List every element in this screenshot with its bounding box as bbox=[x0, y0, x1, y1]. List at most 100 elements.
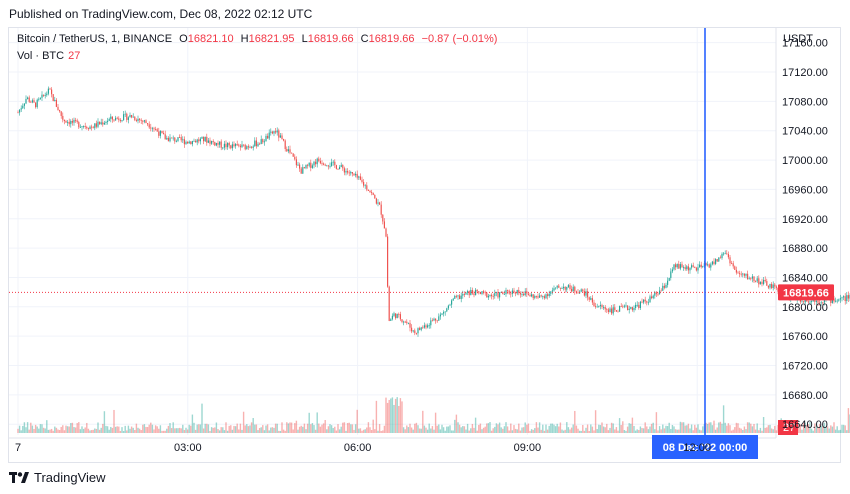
volume-bar bbox=[434, 412, 437, 433]
volume-bar bbox=[543, 430, 546, 433]
candle-body bbox=[127, 117, 129, 120]
candle-body bbox=[484, 292, 486, 294]
candle-body bbox=[510, 293, 512, 295]
volume-bar bbox=[545, 424, 547, 433]
last-volume-label: 27 bbox=[783, 422, 795, 434]
candle-body bbox=[267, 135, 269, 139]
volume-bar bbox=[284, 430, 286, 433]
candle-body bbox=[803, 301, 805, 303]
candle-body bbox=[411, 327, 413, 332]
candle-body bbox=[580, 289, 582, 292]
volume-bar bbox=[574, 410, 576, 433]
high-value: 16821.95 bbox=[248, 33, 295, 45]
volume-bar bbox=[748, 422, 750, 433]
volume-bar bbox=[455, 414, 458, 433]
volume-bar bbox=[103, 411, 106, 433]
candle-body bbox=[78, 122, 80, 128]
candle-body bbox=[292, 153, 294, 157]
candle-body bbox=[134, 116, 136, 120]
candle-body bbox=[235, 144, 237, 147]
candle-body bbox=[278, 130, 280, 138]
volume-bar bbox=[810, 428, 813, 433]
candle-body bbox=[763, 279, 765, 285]
volume-bar bbox=[68, 426, 70, 433]
volume-bar bbox=[52, 430, 54, 433]
candle-body bbox=[481, 291, 483, 294]
volume-bar bbox=[836, 426, 838, 433]
volume-bar bbox=[215, 422, 218, 433]
candle-body bbox=[374, 194, 376, 199]
volume-bar bbox=[383, 425, 386, 433]
volume-bar bbox=[510, 423, 512, 433]
volume-bar bbox=[772, 429, 774, 433]
volume-bar bbox=[265, 425, 267, 433]
candle-body bbox=[151, 128, 153, 130]
candle-body bbox=[179, 137, 181, 138]
candle-body bbox=[297, 164, 299, 166]
volume-bar bbox=[830, 425, 832, 433]
candle-body bbox=[515, 292, 517, 294]
candle-body bbox=[119, 119, 121, 122]
candle-body bbox=[635, 304, 637, 309]
volume-bar bbox=[612, 423, 614, 433]
candle-body bbox=[126, 113, 128, 120]
candle-body bbox=[387, 236, 389, 287]
footer-brand[interactable]: TradingView bbox=[9, 470, 106, 485]
candle-body bbox=[291, 152, 293, 154]
candle-body bbox=[683, 267, 685, 269]
volume-bar bbox=[263, 430, 266, 433]
volume-bar bbox=[158, 428, 160, 433]
candle-body bbox=[371, 192, 373, 193]
volume-bar bbox=[190, 425, 192, 433]
candle-body bbox=[331, 162, 333, 166]
candle-body bbox=[249, 146, 251, 148]
candle-body bbox=[823, 299, 825, 303]
candle-body bbox=[276, 130, 278, 133]
candle-body bbox=[308, 162, 310, 166]
candle-body bbox=[521, 294, 523, 295]
volume-bar bbox=[516, 429, 518, 433]
volume-bar bbox=[804, 422, 806, 433]
published-caption: Published on TradingView.com, Dec 08, 20… bbox=[9, 7, 313, 21]
volume-bar bbox=[391, 397, 394, 433]
candle-body bbox=[567, 285, 569, 287]
volume-bar bbox=[289, 422, 291, 433]
volume-bar bbox=[118, 426, 120, 433]
volume-bar bbox=[636, 429, 638, 433]
volume-bar bbox=[495, 423, 498, 433]
crosshair-time-label: 08 Dec '22 00:00 bbox=[663, 442, 748, 454]
candle-body bbox=[158, 131, 160, 136]
volume-bar bbox=[633, 425, 635, 433]
volume-bar bbox=[214, 427, 216, 433]
volume-bar bbox=[460, 427, 462, 433]
candle-body bbox=[89, 126, 91, 130]
candle-body bbox=[364, 185, 366, 187]
candle-body bbox=[566, 286, 568, 290]
candle-body bbox=[155, 128, 157, 130]
volume-bar bbox=[673, 426, 675, 433]
volume-bar bbox=[180, 428, 182, 433]
volume-bar bbox=[638, 430, 640, 433]
volume-bar bbox=[98, 429, 101, 433]
candle-body bbox=[79, 126, 81, 128]
candle-body bbox=[839, 298, 841, 300]
volume-bar bbox=[71, 422, 74, 433]
candle-body bbox=[655, 292, 657, 294]
candle-body bbox=[334, 161, 336, 166]
volume-bar bbox=[798, 424, 800, 433]
candle-body bbox=[147, 123, 149, 125]
volume-bar bbox=[340, 426, 342, 433]
y-tick-label: 16840.00 bbox=[782, 272, 828, 284]
y-tick-label: 16680.00 bbox=[782, 390, 828, 402]
volume-bar bbox=[87, 428, 90, 433]
y-tick-label: 17040.00 bbox=[782, 126, 828, 138]
candle-body bbox=[495, 292, 497, 294]
volume-bar bbox=[138, 428, 141, 433]
candle-body bbox=[459, 295, 461, 299]
candle-body bbox=[241, 144, 243, 148]
candle-body bbox=[49, 88, 51, 90]
candle-body bbox=[356, 173, 358, 178]
candle-body bbox=[686, 266, 688, 270]
candle-body bbox=[446, 308, 448, 312]
